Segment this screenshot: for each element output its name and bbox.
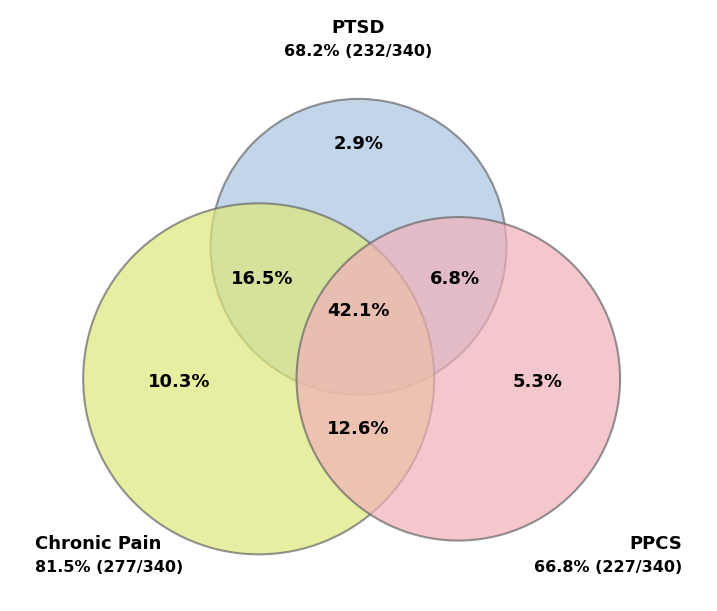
Text: PPCS: PPCS	[629, 535, 682, 553]
Text: 5.3%: 5.3%	[513, 373, 562, 391]
Text: 6.8%: 6.8%	[429, 270, 480, 288]
Ellipse shape	[211, 99, 506, 395]
Text: Chronic Pain: Chronic Pain	[35, 535, 161, 553]
Ellipse shape	[297, 217, 620, 541]
Text: 66.8% (227/340): 66.8% (227/340)	[533, 560, 682, 576]
Text: 81.5% (277/340): 81.5% (277/340)	[35, 560, 184, 576]
Text: 12.6%: 12.6%	[327, 420, 390, 437]
Text: PTSD: PTSD	[332, 19, 385, 37]
Text: 68.2% (232/340): 68.2% (232/340)	[285, 44, 432, 59]
Text: 42.1%: 42.1%	[327, 302, 390, 320]
Text: 2.9%: 2.9%	[333, 135, 384, 153]
Text: 16.5%: 16.5%	[231, 270, 293, 288]
Ellipse shape	[83, 203, 435, 554]
Text: 10.3%: 10.3%	[148, 373, 211, 391]
